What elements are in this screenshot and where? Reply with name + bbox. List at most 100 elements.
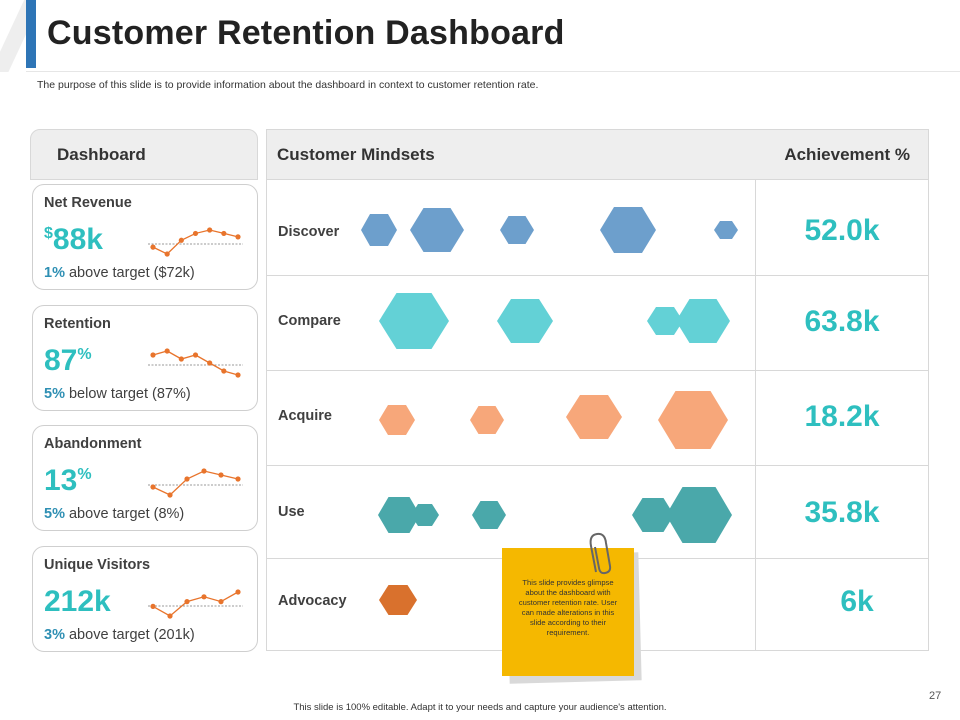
kpi-label: Net Revenue — [44, 195, 132, 211]
trend-point — [235, 234, 241, 240]
kpi-note-text: below target (87%) — [64, 386, 191, 402]
hexagon — [666, 487, 732, 543]
trend-point — [178, 237, 184, 243]
kpi-value-number: 88k — [52, 223, 103, 256]
trend-point — [178, 356, 184, 362]
trend-point — [150, 244, 156, 250]
kpi-label: Retention — [44, 316, 111, 332]
trend-line — [152, 470, 239, 496]
kpi-suffix: % — [77, 346, 92, 363]
dashboard-header-label: Dashboard — [57, 145, 146, 164]
hexagon — [658, 391, 728, 449]
table-header: Customer Mindsets Achievement % — [267, 130, 928, 180]
kpi-note: 5% below target (87%) — [44, 386, 191, 402]
row-divider — [267, 275, 928, 276]
kpi-note-pct: 1% — [44, 265, 65, 281]
row-label-discover: Discover — [278, 224, 340, 240]
kpi-note-text: above target (8%) — [64, 506, 185, 522]
trend-point — [192, 230, 199, 237]
trend-point — [235, 476, 241, 482]
header-customer-mindsets: Customer Mindsets — [277, 145, 435, 164]
hexagon — [472, 501, 506, 529]
header-achievement: Achievement % — [784, 145, 910, 164]
trend-point — [221, 368, 227, 374]
hexagon — [497, 299, 553, 343]
row-label-advocacy: Advocacy — [278, 593, 347, 609]
kpi-note-text: above target ($72k) — [64, 265, 195, 281]
hexagon — [361, 214, 397, 246]
title-accent-bar — [26, 0, 36, 68]
kpi-value-number: 87 — [44, 344, 78, 377]
kpi-value-number: 13 — [44, 464, 78, 497]
trend-point — [184, 476, 190, 482]
kpi-value: 87% — [44, 344, 92, 378]
achievement-compare: 63.8k — [804, 305, 880, 338]
hexagon — [470, 406, 504, 434]
hexagon — [500, 216, 534, 244]
kpi-card-retention[interactable]: Retention 87% 5% below target (87%) — [32, 305, 258, 411]
kpi-note: 5% above target (8%) — [44, 506, 184, 522]
kpi-value: $88k — [44, 223, 103, 257]
trend-point — [150, 484, 156, 490]
row-label-acquire: Acquire — [278, 408, 332, 424]
sticky-note: This slide provides glimpse about the da… — [502, 548, 634, 676]
kpi-card-net-revenue[interactable]: Net Revenue $88k 1% above target ($72k) — [32, 184, 258, 290]
trend-point — [235, 589, 241, 595]
hexagon — [600, 207, 656, 253]
trend-point — [150, 352, 156, 358]
kpi-value: 212k — [44, 585, 111, 619]
achievement-use: 35.8k — [804, 496, 880, 529]
kpi-note-pct: 3% — [44, 627, 65, 643]
dashboard-header: Dashboard — [30, 129, 258, 180]
kpi-note-pct: 5% — [44, 386, 65, 402]
trend-point — [192, 352, 199, 358]
kpi-note: 3% above target (201k) — [44, 627, 195, 643]
trend-point — [150, 603, 156, 609]
trend-point — [201, 468, 207, 474]
page-number: 27 — [929, 690, 942, 702]
row-divider — [267, 465, 928, 466]
trend-point — [164, 251, 170, 257]
hexagon-layer — [361, 207, 738, 615]
kpi-prefix: $ — [44, 225, 53, 242]
hexagon — [379, 405, 415, 435]
hexagon — [379, 585, 417, 615]
kpi-note-text: above target (201k) — [64, 627, 195, 643]
kpi-label: Abandonment — [44, 436, 142, 452]
footer-note: This slide is 100% editable. Adapt it to… — [293, 702, 667, 713]
trend-point — [207, 227, 213, 233]
trend-point — [235, 372, 241, 378]
sparkline — [148, 589, 243, 619]
hexagon — [714, 221, 738, 239]
trend-point — [201, 594, 207, 600]
trend-point — [218, 599, 224, 605]
title-decoration — [0, 0, 26, 72]
row-label-use: Use — [278, 504, 305, 520]
hexagon — [647, 307, 683, 335]
trend-point — [164, 348, 170, 354]
trend-point — [221, 230, 227, 237]
hexagon — [411, 504, 439, 526]
trend-point — [218, 472, 224, 478]
kpi-note: 1% above target ($72k) — [44, 265, 195, 281]
trend-point — [167, 613, 173, 619]
kpi-card-abandonment[interactable]: Abandonment 13% 5% above target (8%) — [32, 425, 258, 531]
achievement-acquire: 18.2k — [804, 400, 880, 433]
hexagon — [378, 497, 420, 533]
hexagon — [632, 498, 674, 532]
sparkline — [148, 227, 243, 257]
paperclip-icon — [589, 532, 612, 575]
trend-point — [207, 360, 213, 366]
trend-line — [152, 591, 239, 617]
trend-point — [167, 492, 173, 498]
hexagon — [676, 299, 730, 343]
achievement-discover: 52.0k — [804, 214, 880, 247]
title-bar: Customer Retention Dashboard — [0, 0, 960, 72]
achievement-advocacy: 6k — [840, 585, 874, 618]
row-label-compare: Compare — [278, 313, 341, 329]
hexagon — [410, 208, 464, 252]
kpi-label: Unique Visitors — [44, 557, 151, 573]
page-title: Customer Retention Dashboard — [47, 14, 565, 52]
hexagon — [566, 395, 622, 439]
kpi-card-unique-visitors[interactable]: Unique Visitors 212k 3% above target (20… — [32, 546, 258, 652]
